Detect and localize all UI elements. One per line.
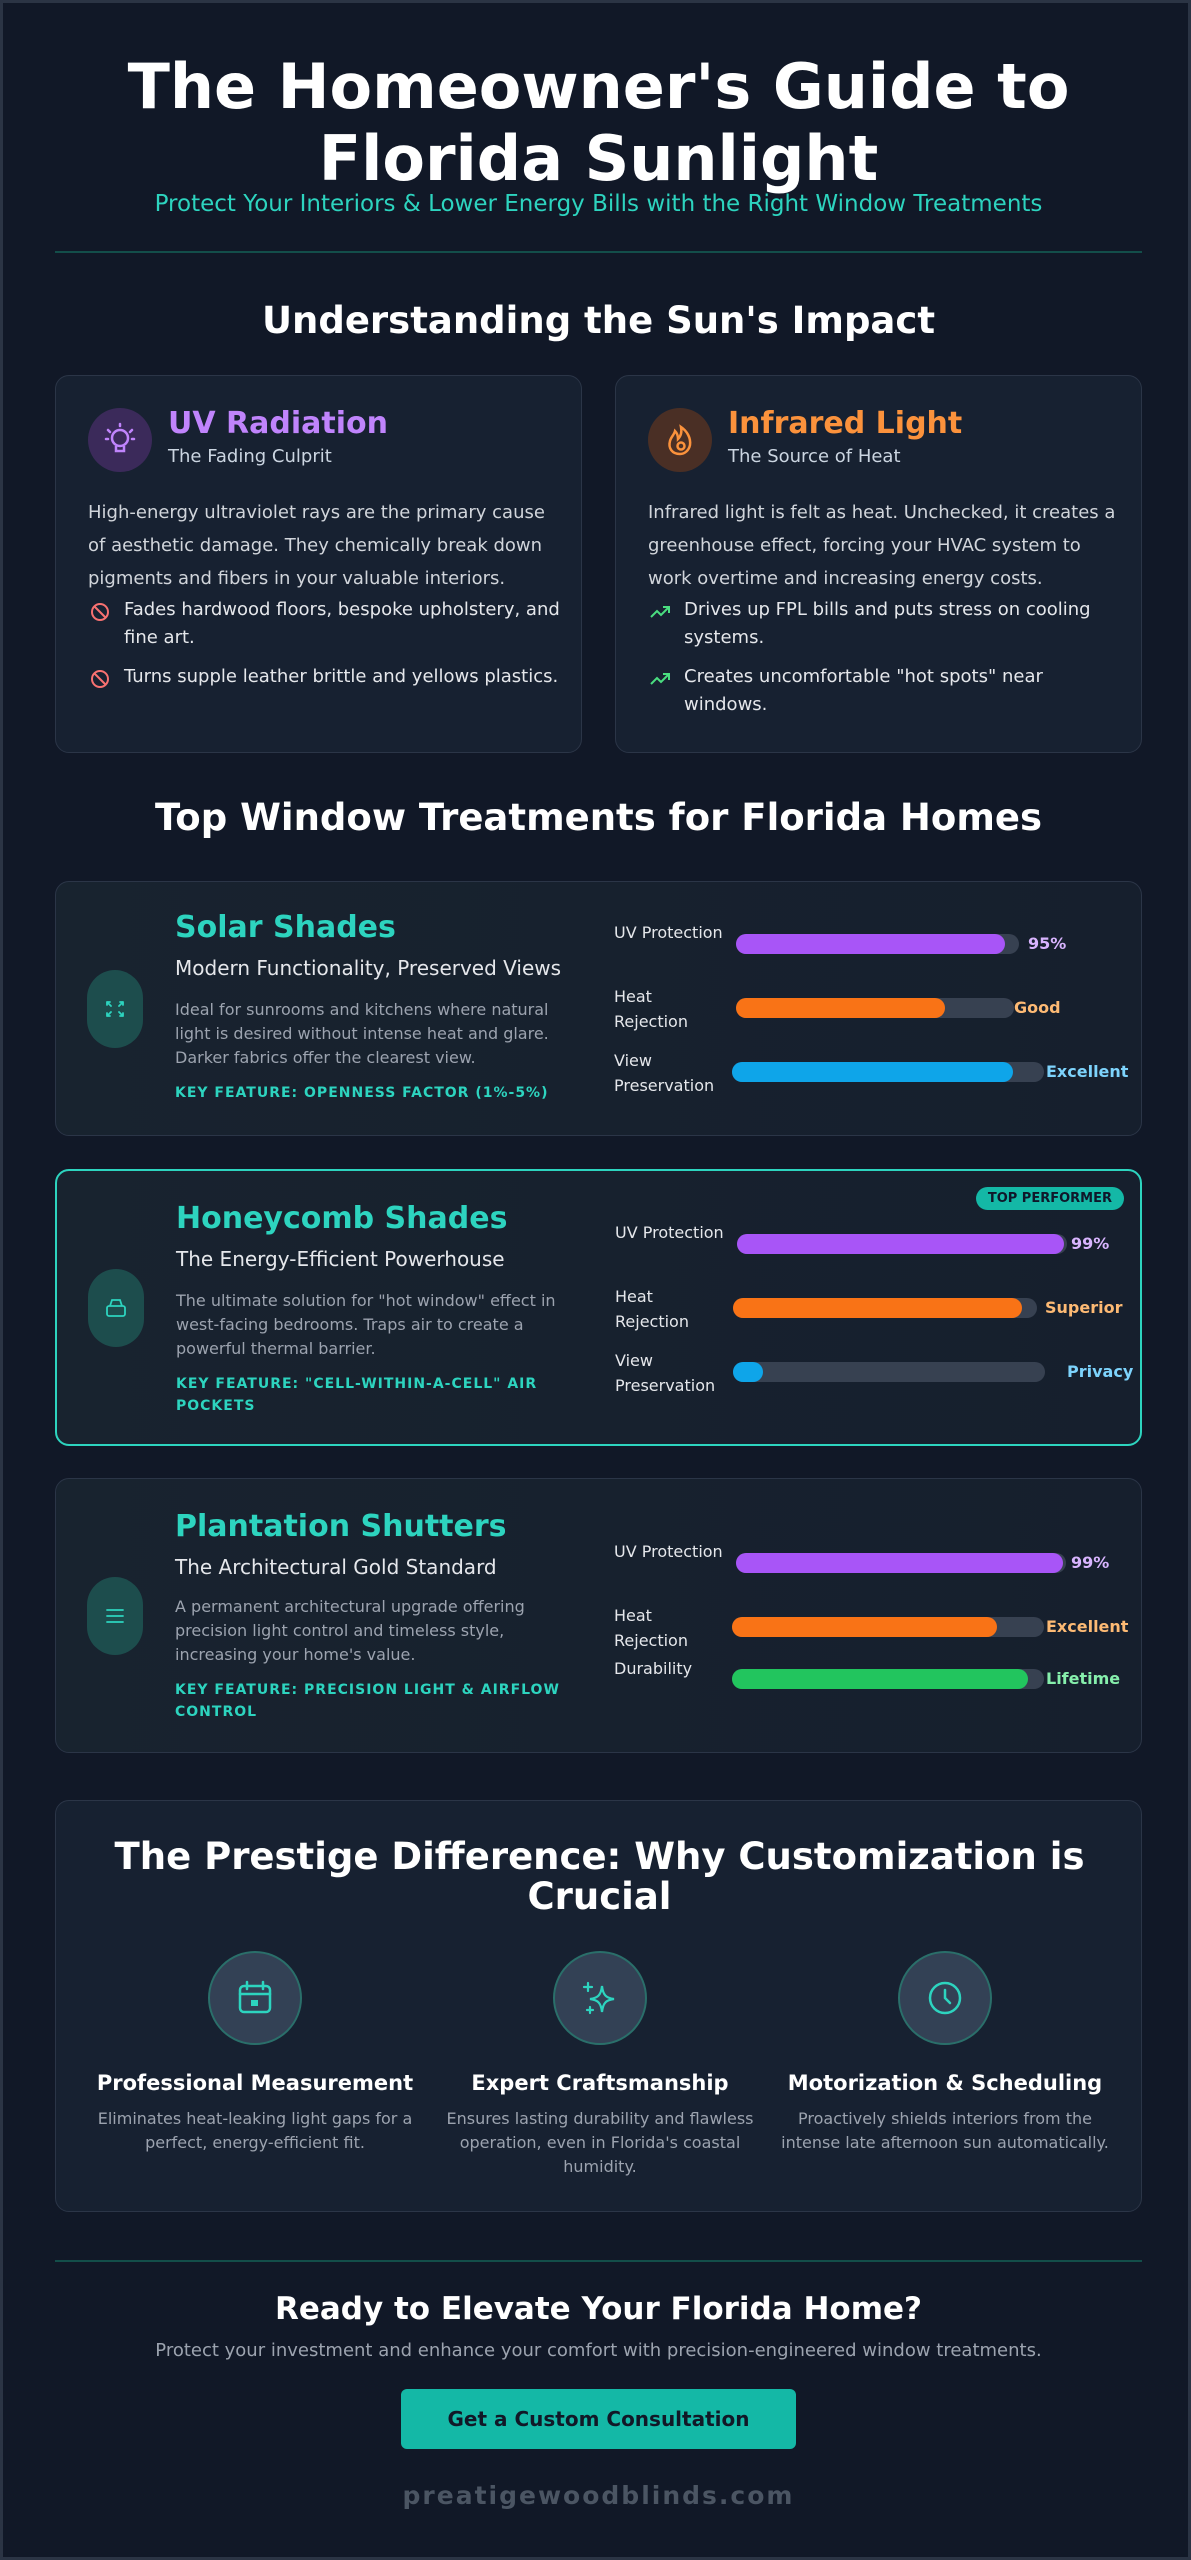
- metric-value: Excellent: [1046, 1062, 1129, 1081]
- metric-bar: [732, 1669, 1044, 1689]
- infrared-card: Infrared Light The Source of Heat Infrar…: [615, 375, 1142, 753]
- header-divider: [55, 251, 1142, 253]
- expand-icon: [87, 970, 143, 1048]
- prestige-card: The Prestige Difference: Why Customizati…: [55, 1800, 1142, 2212]
- metric-value: 95%: [1028, 934, 1067, 953]
- impact-heading: Understanding the Sun's Impact: [261, 299, 936, 342]
- metric-label: Heat Rejection: [614, 1606, 688, 1650]
- treatment-tagline: The Energy-Efficient Powerhouse: [176, 1247, 505, 1271]
- treatment-key-feature: KEY FEATURE: PRECISION LIGHT & AIRFLOW C…: [175, 1682, 560, 1720]
- cta-divider: [55, 2260, 1142, 2262]
- ban-icon: [91, 603, 109, 621]
- layers-icon: [88, 1269, 144, 1347]
- treatment-name: Solar Shades: [175, 910, 396, 945]
- metric-label: UV Protection: [615, 1223, 724, 1242]
- metric-label: View Preservation: [614, 1051, 715, 1095]
- infrared-body: Infrared light is felt as heat. Unchecke…: [648, 502, 1116, 589]
- treatment-tagline: Modern Functionality, Preserved Views: [175, 956, 562, 980]
- sparkles-icon: [553, 1951, 647, 2045]
- feature-expert-craftsmanship: Expert Craftsmanship Ensures lasting dur…: [435, 1951, 765, 2179]
- metric-bar: [736, 934, 1019, 954]
- metric-value: Excellent: [1046, 1617, 1129, 1636]
- treatment-card-honeycomb-shades: TOP PERFORMER Honeycomb Shades The Energ…: [55, 1169, 1142, 1446]
- treatment-description: The ultimate solution for "hot window" e…: [176, 1291, 556, 1358]
- metric-value: 99%: [1071, 1553, 1110, 1572]
- trending-up-icon: [650, 673, 670, 685]
- feature-motorization-scheduling: Motorization & Scheduling Proactively sh…: [780, 1951, 1110, 2155]
- metric-value: Superior: [1045, 1298, 1123, 1317]
- metric-value: Privacy: [1067, 1362, 1134, 1381]
- metric-label: UV Protection: [614, 1542, 723, 1561]
- metric-bar: [733, 1362, 1045, 1382]
- metric-bar: [737, 1234, 1067, 1254]
- uv-subtitle: The Fading Culprit: [168, 446, 332, 467]
- metric-fill: [732, 1669, 1029, 1689]
- uv-bullet: Fades hardwood floors, bespoke upholster…: [88, 596, 568, 652]
- treatments-heading: Top Window Treatments for Florida Homes: [154, 796, 1042, 839]
- flame-icon: [648, 408, 712, 472]
- ban-icon: [91, 670, 109, 688]
- cta-subtext: Protect your investment and enhance your…: [155, 2340, 1042, 2361]
- treatment-key-feature: KEY FEATURE: "CELL-WITHIN-A-CELL" AIR PO…: [176, 1376, 538, 1414]
- menu-lines-icon: [87, 1577, 143, 1655]
- uv-title: UV Radiation: [168, 406, 388, 441]
- treatment-key-feature: KEY FEATURE: OPENNESS FACTOR (1%-5%): [175, 1085, 549, 1101]
- infrared-bullet: Drives up FPL bills and puts stress on c…: [648, 596, 1128, 652]
- metric-fill: [736, 1553, 1063, 1573]
- feature-professional-measurement: Professional Measurement Eliminates heat…: [90, 1951, 420, 2155]
- metric-bar: [732, 1062, 1044, 1082]
- infrared-title: Infrared Light: [728, 406, 963, 441]
- metric-label: View Preservation: [615, 1351, 716, 1395]
- metric-fill: [737, 1234, 1064, 1254]
- metric-fill: [736, 934, 1005, 954]
- consultation-button[interactable]: Get a Custom Consultation: [401, 2389, 796, 2449]
- metric-label: Heat Rejection: [615, 1287, 689, 1331]
- footer-site-link[interactable]: preatigewoodblinds.com: [402, 2481, 795, 2510]
- metric-value: Lifetime: [1046, 1669, 1121, 1688]
- prestige-heading: The Prestige Difference: Why Customizati…: [114, 1835, 1085, 1918]
- infrared-subtitle: The Source of Heat: [728, 446, 901, 467]
- metric-bar: [732, 1617, 1044, 1637]
- treatment-name: Plantation Shutters: [175, 1509, 507, 1544]
- treatment-description: A permanent architectural upgrade offeri…: [175, 1597, 525, 1664]
- treatment-name: Honeycomb Shades: [176, 1201, 508, 1236]
- calendar-icon: [208, 1951, 302, 2045]
- metric-bar: [736, 1553, 1066, 1573]
- treatment-description: Ideal for sunrooms and kitchens where na…: [175, 1000, 549, 1067]
- uv-bullet: Turns supple leather brittle and yellows…: [88, 663, 568, 691]
- metric-bar: [736, 998, 1014, 1018]
- metric-fill: [732, 1062, 1013, 1082]
- metric-bar: [733, 1298, 1037, 1318]
- cta-heading: Ready to Elevate Your Florida Home?: [274, 2291, 923, 2327]
- metric-label: Durability: [614, 1659, 693, 1678]
- treatment-card-plantation-shutters: Plantation Shutters The Architectural Go…: [55, 1478, 1142, 1753]
- metric-label: UV Protection: [614, 923, 723, 942]
- metric-fill: [732, 1617, 998, 1637]
- metric-fill: [736, 998, 945, 1018]
- metric-fill: [733, 1362, 763, 1382]
- uv-card: UV Radiation The Fading Culprit High-ene…: [55, 375, 582, 753]
- lightbulb-icon: [88, 408, 152, 472]
- treatment-tagline: The Architectural Gold Standard: [175, 1555, 497, 1579]
- metric-fill: [733, 1298, 1022, 1318]
- page-subtitle: Protect Your Interiors & Lower Energy Bi…: [154, 191, 1043, 217]
- clock-icon: [898, 1951, 992, 2045]
- metric-value: 99%: [1071, 1234, 1110, 1253]
- trending-up-icon: [650, 606, 670, 618]
- uv-body: High-energy ultraviolet rays are the pri…: [88, 502, 545, 589]
- top-performer-badge: TOP PERFORMER: [975, 1187, 1124, 1210]
- metric-value: Good: [1014, 998, 1061, 1017]
- infrared-bullet: Creates uncomfortable "hot spots" near w…: [648, 663, 1128, 719]
- treatment-card-solar-shades: Solar Shades Modern Functionality, Prese…: [55, 881, 1142, 1136]
- page-title: The Homeowner's Guide to Florida Sunligh…: [127, 50, 1070, 195]
- metric-label: Heat Rejection: [614, 987, 688, 1031]
